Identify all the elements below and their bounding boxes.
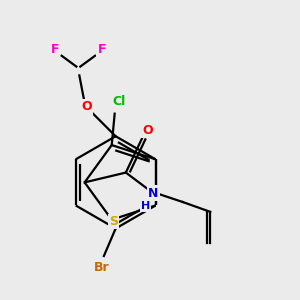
Text: H: H bbox=[141, 201, 150, 211]
Text: N: N bbox=[148, 187, 158, 200]
Text: S: S bbox=[109, 215, 118, 228]
Text: Cl: Cl bbox=[112, 95, 125, 108]
Text: O: O bbox=[81, 100, 92, 113]
Text: O: O bbox=[142, 124, 153, 137]
Text: Br: Br bbox=[94, 261, 110, 274]
Text: F: F bbox=[98, 44, 106, 56]
Text: F: F bbox=[50, 44, 59, 56]
